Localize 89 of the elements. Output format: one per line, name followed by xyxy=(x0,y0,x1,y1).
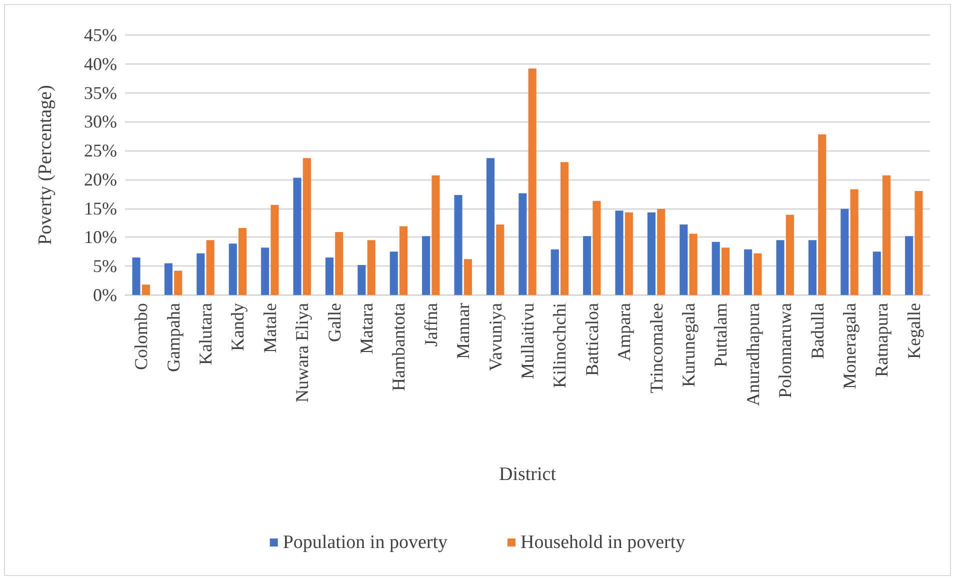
x-tick-label: Gampaha xyxy=(163,302,184,372)
bar xyxy=(293,178,302,295)
x-tick-label: Hambantota xyxy=(388,303,409,391)
bar xyxy=(689,234,698,295)
bar xyxy=(196,253,205,295)
bar xyxy=(882,175,891,295)
bar xyxy=(518,193,527,295)
x-tick-label: Polonnaruwa xyxy=(775,302,796,398)
x-tick-label: Jaffna xyxy=(420,303,441,347)
y-axis-title: Poverty (Percentage) xyxy=(35,85,56,245)
y-tick-label: 15% xyxy=(84,198,117,218)
bar xyxy=(358,264,366,295)
bar xyxy=(238,228,247,295)
x-tick-label: Ratnapura xyxy=(872,302,892,377)
y-tick-label: 10% xyxy=(84,227,117,248)
x-tick-label: Mannar xyxy=(453,303,474,359)
bar xyxy=(422,236,430,295)
bar xyxy=(583,236,592,295)
x-tick-label: Kegalle xyxy=(904,302,924,359)
bar xyxy=(325,257,334,295)
bar xyxy=(712,242,720,295)
bar xyxy=(132,257,140,295)
x-tick-label: Moneragala xyxy=(840,303,860,389)
bar xyxy=(592,200,601,295)
bar xyxy=(550,249,559,295)
bar xyxy=(367,240,376,295)
bar xyxy=(722,248,730,295)
bar xyxy=(261,248,270,295)
x-tick-label: Colombo xyxy=(131,303,152,370)
y-tick-label: 25% xyxy=(84,140,117,161)
x-tick-label: Galle xyxy=(324,302,344,342)
bar xyxy=(560,162,569,295)
y-tick-label: 30% xyxy=(84,112,117,132)
bar xyxy=(528,68,536,295)
x-tick-label: Kandy xyxy=(228,303,248,351)
bar xyxy=(496,224,504,295)
x-tick-label: Matara xyxy=(356,302,376,354)
y-tick-label: 40% xyxy=(84,54,117,74)
y-tick-label: 20% xyxy=(84,169,117,190)
bar xyxy=(335,232,344,295)
x-tick-label: Mullaitivu xyxy=(518,303,538,379)
bar xyxy=(486,158,494,295)
bar xyxy=(228,244,237,295)
bar xyxy=(432,175,440,295)
bar xyxy=(657,208,666,295)
bar xyxy=(164,263,172,295)
bar xyxy=(850,189,858,295)
bar xyxy=(206,240,214,295)
legend-label: Population in poverty xyxy=(282,532,448,553)
x-tick-label: Vavuniya xyxy=(485,302,506,371)
x-tick-label: Nuwara Eliya xyxy=(292,303,312,402)
bar xyxy=(905,236,914,295)
x-tick-label: Batticaloa xyxy=(582,302,602,376)
bar xyxy=(840,208,849,295)
bar xyxy=(400,226,408,295)
y-tick-label: 45% xyxy=(84,25,117,45)
bar xyxy=(680,224,688,295)
bar xyxy=(302,158,311,295)
bar xyxy=(744,249,752,295)
bar xyxy=(872,252,881,295)
x-tick-label: Puttalam xyxy=(710,303,731,367)
bar xyxy=(390,252,398,295)
bar xyxy=(776,240,784,295)
y-tick-label: 35% xyxy=(84,82,117,103)
bar xyxy=(808,240,816,295)
x-tick-label: Kurunegala xyxy=(678,302,698,387)
x-tick-label: Trincomalee xyxy=(646,303,666,394)
bar xyxy=(142,284,150,295)
bar xyxy=(464,259,472,295)
x-tick-label: Anuradhapura xyxy=(742,303,763,406)
bar xyxy=(615,210,624,295)
y-tick-label: 5% xyxy=(93,256,117,276)
bar xyxy=(624,212,633,295)
bar xyxy=(647,212,656,295)
x-tick-label: Ampara xyxy=(614,303,634,361)
bar xyxy=(754,253,762,295)
legend-label: Household in poverty xyxy=(520,532,686,553)
x-axis-title: District xyxy=(499,464,557,485)
x-tick-label: Matale xyxy=(260,303,280,353)
bar xyxy=(454,195,462,295)
bar xyxy=(786,214,794,295)
x-tick-label: Kalutara xyxy=(196,302,216,365)
y-tick-label: 0% xyxy=(93,285,117,305)
bar xyxy=(818,134,826,295)
x-tick-label: Badulla xyxy=(807,303,828,359)
bar xyxy=(270,204,279,295)
x-tick-label: Kilinochchi xyxy=(550,303,570,388)
bar xyxy=(174,270,182,295)
bar xyxy=(914,191,923,295)
